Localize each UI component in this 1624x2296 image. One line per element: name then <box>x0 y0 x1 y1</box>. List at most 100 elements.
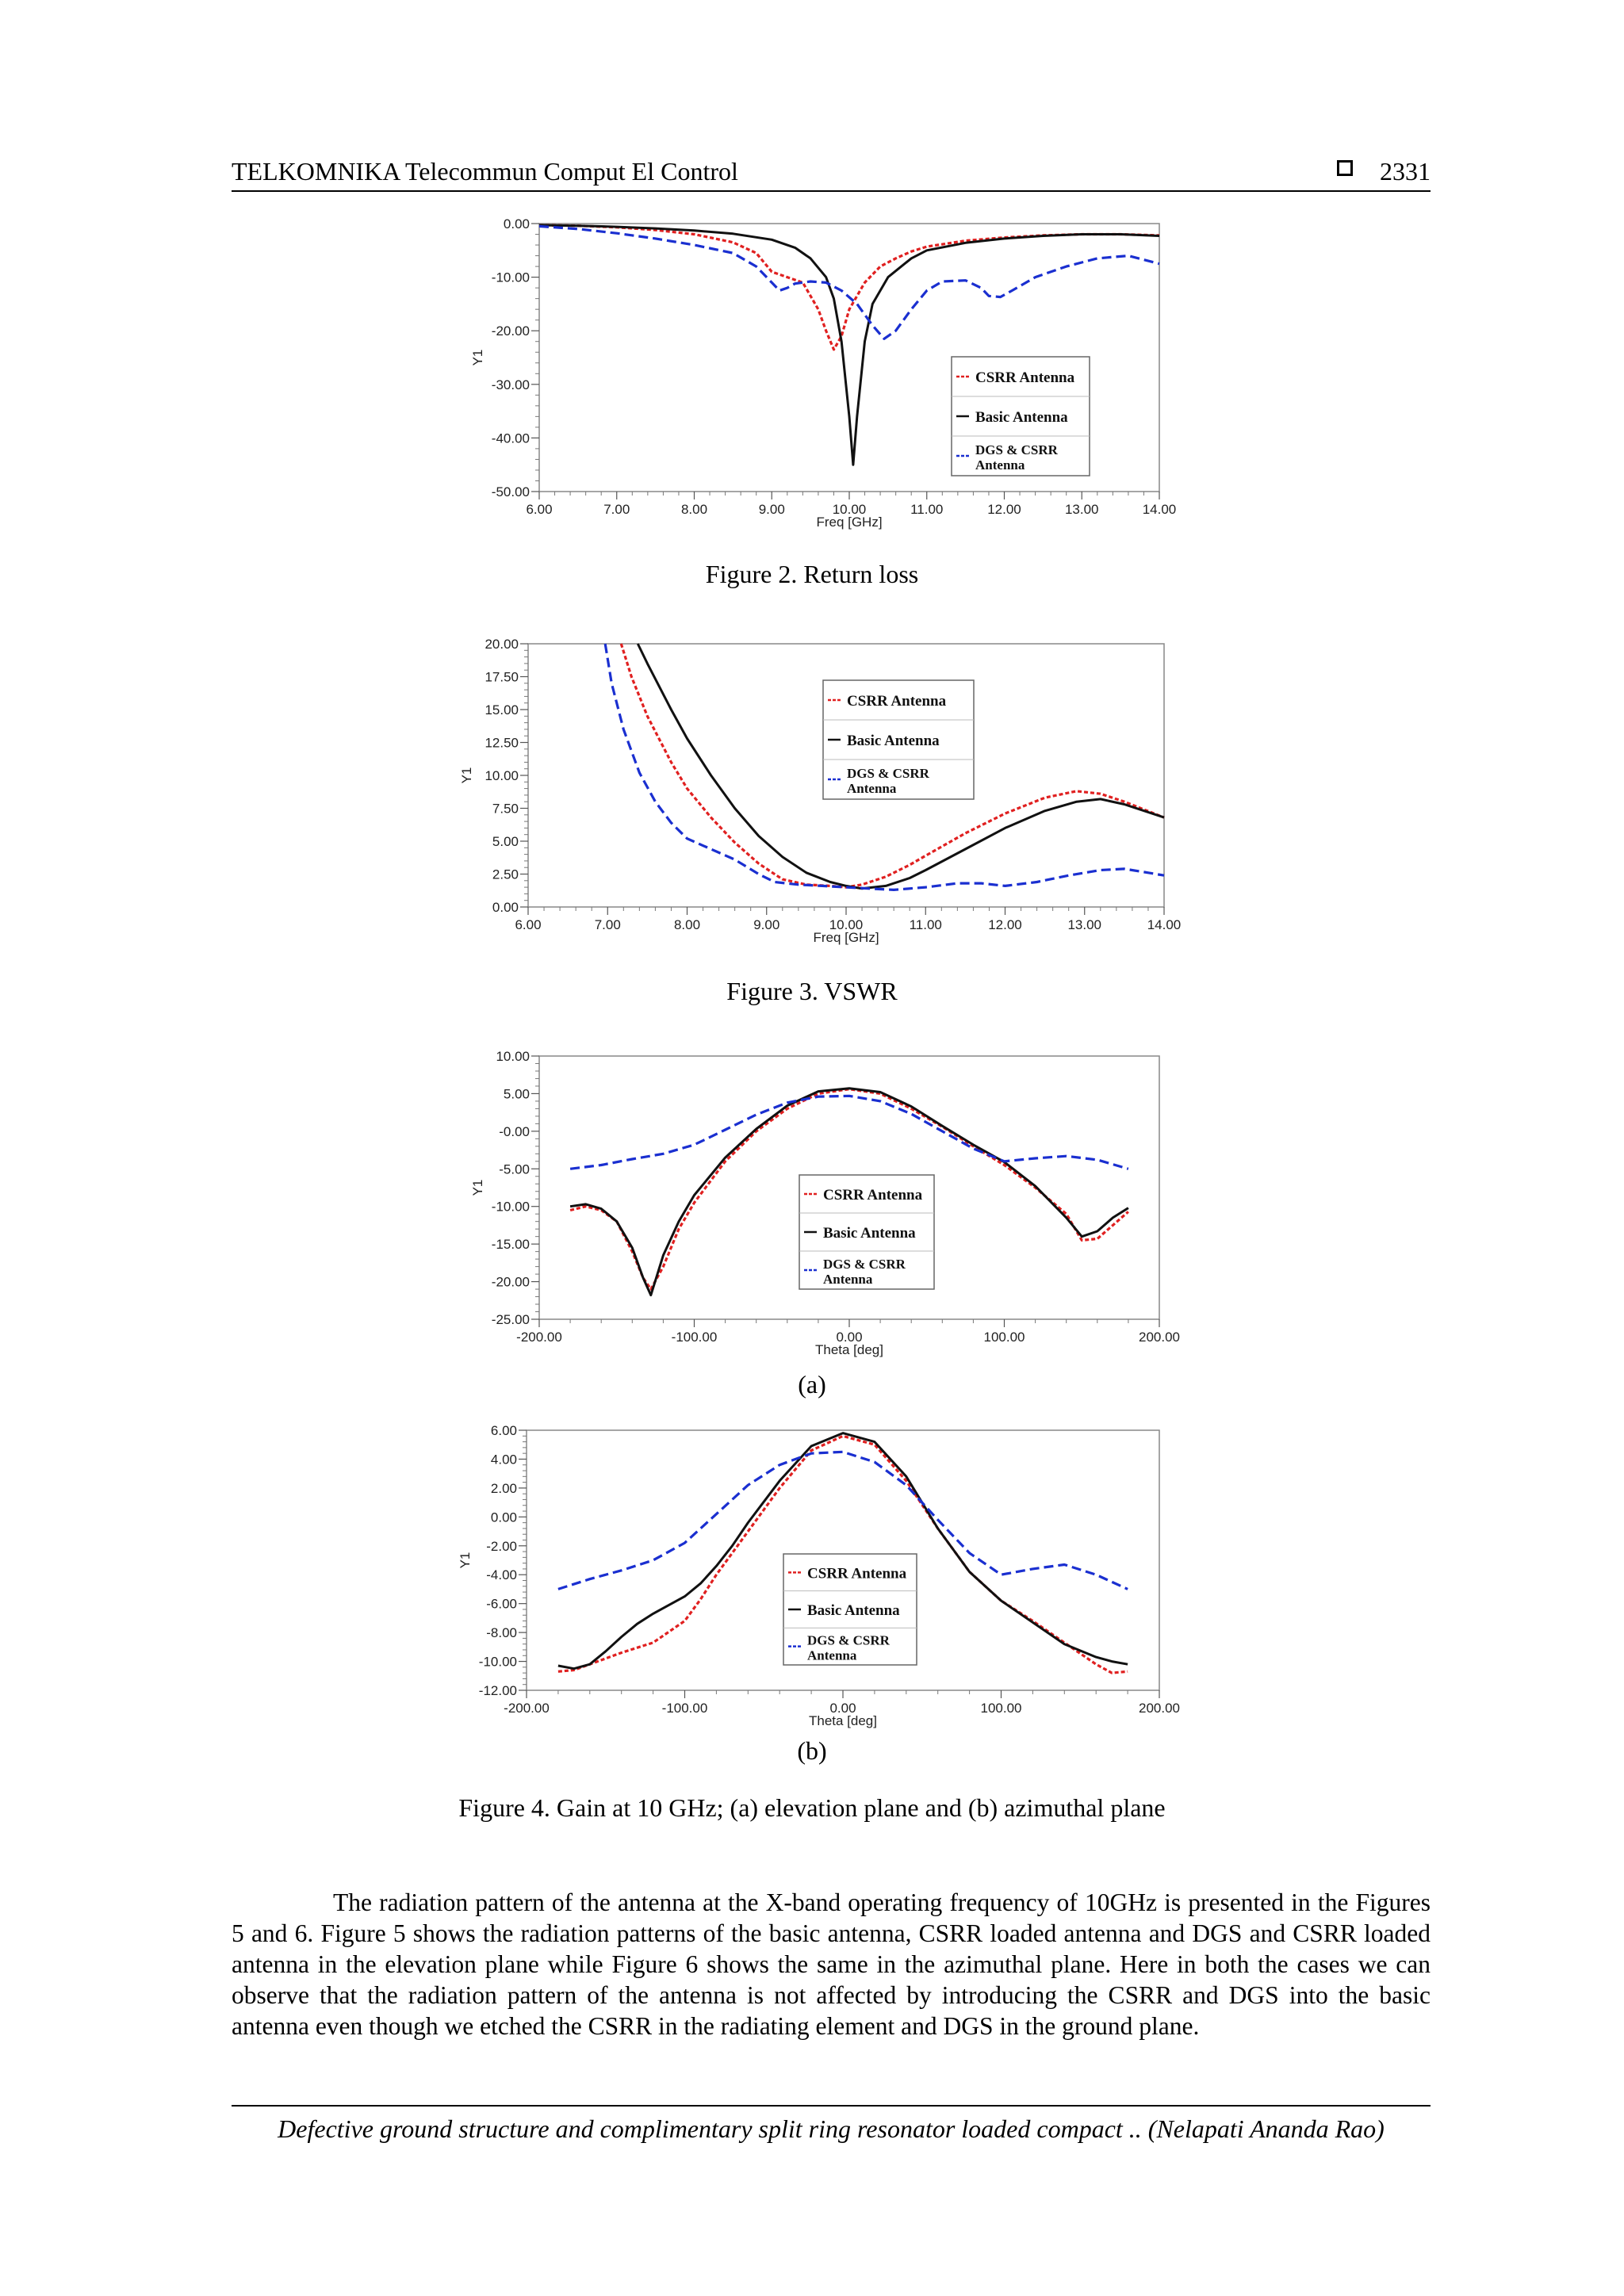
x-tick-label: 13.00 <box>1067 917 1101 932</box>
x-axis-label: Freq [GHz] <box>816 515 882 530</box>
legend-label: Basic Antenna <box>807 1602 900 1619</box>
x-axis-label: Theta [deg] <box>815 1342 883 1357</box>
series-line-1 <box>538 224 1160 466</box>
y-tick-label: -10.00 <box>492 270 530 285</box>
x-tick-label: 14.00 <box>1143 502 1177 517</box>
y-tick-label: -30.00 <box>492 377 530 392</box>
x-tick-label: 11.00 <box>910 917 942 932</box>
x-axis-label: Theta [deg] <box>809 1713 877 1728</box>
x-tick-label: -100.00 <box>662 1701 708 1716</box>
figure-3-caption: Figure 3. VSWR <box>726 977 898 1005</box>
subfigure-b-label: (b) <box>797 1736 827 1765</box>
legend-box <box>951 356 1090 476</box>
body-paragraph: The radiation pattern of the antenna at … <box>232 1888 1431 2040</box>
figure-4-caption: Figure 4. Gain at 10 GHz; (a) elevation … <box>458 1793 1166 1822</box>
y-tick-label: 0.00 <box>491 1510 517 1525</box>
y-tick-label: -5.00 <box>499 1161 530 1177</box>
legend-label: DGS & CSRR Antenna <box>847 766 930 796</box>
y-tick-label: -40.00 <box>492 430 530 446</box>
x-tick-label: 200.00 <box>1139 1701 1180 1716</box>
y-tick-label: -0.00 <box>499 1124 530 1139</box>
y-tick-label: 2.00 <box>491 1481 517 1496</box>
x-tick-label: 0.00 <box>829 1701 856 1716</box>
x-tick-label: 11.00 <box>910 502 943 517</box>
series-line-1 <box>557 1432 1128 1670</box>
legend-box <box>822 679 975 800</box>
series-line-0 <box>557 1434 1128 1674</box>
y-tick-label: 6.00 <box>491 1423 517 1438</box>
x-tick-label: 0.00 <box>836 1330 862 1345</box>
x-tick-label: 9.00 <box>753 917 779 932</box>
y-tick-label: -50.00 <box>492 484 530 499</box>
x-tick-label: 100.00 <box>981 1701 1022 1716</box>
y-tick-label: 5.00 <box>492 834 519 849</box>
y-tick-label: -20.00 <box>492 323 530 339</box>
x-tick-label: 6.00 <box>515 917 541 932</box>
series-line-0 <box>619 643 1165 889</box>
x-tick-label: 7.00 <box>595 917 621 932</box>
x-tick-label: 12.00 <box>987 502 1021 517</box>
y-tick-label: 15.00 <box>485 702 519 718</box>
x-tick-label: 6.00 <box>526 502 552 517</box>
x-tick-label: 12.00 <box>988 917 1022 932</box>
y-tick-label: 0.00 <box>504 216 530 232</box>
x-tick-label: 8.00 <box>681 502 707 517</box>
legend-label: DGS & CSRR Antenna <box>807 1633 891 1663</box>
x-tick-label: 7.00 <box>603 502 630 517</box>
y-axis-label: Y1 <box>470 350 485 366</box>
x-tick-label: 8.00 <box>674 917 700 932</box>
y-tick-label: 2.50 <box>492 867 519 882</box>
y-tick-label: -20.00 <box>492 1275 530 1290</box>
x-tick-label: 13.00 <box>1065 502 1099 517</box>
x-tick-label: 100.00 <box>984 1330 1025 1345</box>
return-loss-chart: 0.00 -10.00 -20.00 -30.00 -40.00 -50.00 6.00 7.… <box>470 216 1177 530</box>
x-axis-label: Freq [GHz] <box>813 930 879 945</box>
legend-label: Basic Antenna <box>823 1225 916 1242</box>
y-tick-label: 10.00 <box>496 1049 530 1064</box>
y-tick-label: 4.00 <box>491 1452 517 1467</box>
y-tick-label: 20.00 <box>485 637 519 652</box>
y-tick-label: -25.00 <box>492 1312 530 1327</box>
y-tick-label: -10.00 <box>492 1200 530 1215</box>
y-axis-label: Y1 <box>459 767 474 784</box>
y-tick-label: 12.50 <box>485 736 519 751</box>
legend-label: CSRR Antenna <box>823 1187 923 1203</box>
x-tick-label: -200.00 <box>504 1701 550 1716</box>
y-tick-label: -12.00 <box>479 1683 517 1698</box>
gain-azimuthal-chart: 6.00 4.00 2.00 0.00 -2.00 -4.00 -6.00 -8.00 -10.… <box>458 1423 1180 1728</box>
y-tick-label: -2.00 <box>486 1539 517 1554</box>
legend-label: CSRR Antenna <box>975 369 1075 386</box>
series-line-0 <box>538 224 1160 351</box>
y-tick-label: 10.00 <box>485 768 519 783</box>
legend-label: CSRR Antenna <box>807 1565 907 1582</box>
subfigure-a-label: (a) <box>798 1370 826 1399</box>
journal-name: TELKOMNIKA Telecommun Comput El Control <box>232 157 738 186</box>
y-tick-label: -4.00 <box>486 1567 517 1582</box>
x-tick-label: -100.00 <box>672 1330 718 1345</box>
y-tick-label: -15.00 <box>492 1237 530 1252</box>
x-tick-label: 10.00 <box>833 502 867 517</box>
legend-label: Basic Antenna <box>847 733 940 749</box>
series-line-2 <box>538 224 1160 340</box>
x-tick-label: -200.00 <box>516 1330 562 1345</box>
vswr-chart: 0.00 2.50 5.00 7.50 10.00 12.50 15.00 17.50 20.0… <box>459 637 1182 945</box>
legend-label: CSRR Antenna <box>847 693 947 710</box>
y-tick-label: -6.00 <box>486 1597 517 1612</box>
legend-box <box>799 1174 935 1290</box>
y-tick-label: 17.50 <box>485 670 519 685</box>
series-line-2 <box>557 1450 1128 1590</box>
x-tick-label: 9.00 <box>759 502 785 517</box>
y-tick-label: -10.00 <box>479 1655 517 1670</box>
figure-2-caption: Figure 2. Return loss <box>705 560 919 588</box>
y-tick-label: 5.00 <box>504 1086 530 1101</box>
y-tick-label: -8.00 <box>486 1625 517 1640</box>
x-tick-label: 14.00 <box>1147 917 1182 932</box>
legend-label: DGS & CSRR Antenna <box>823 1257 906 1287</box>
series-line-2 <box>603 643 1165 891</box>
legend-label: Basic Antenna <box>975 409 1068 426</box>
legend-box <box>783 1553 917 1666</box>
running-footer: Defective ground structure and complimen… <box>232 2105 1431 2144</box>
y-tick-label: 7.50 <box>492 802 519 817</box>
running-header: TELKOMNIKA Telecommun Comput El Control … <box>232 155 1431 192</box>
y-axis-label: Y1 <box>458 1552 473 1569</box>
